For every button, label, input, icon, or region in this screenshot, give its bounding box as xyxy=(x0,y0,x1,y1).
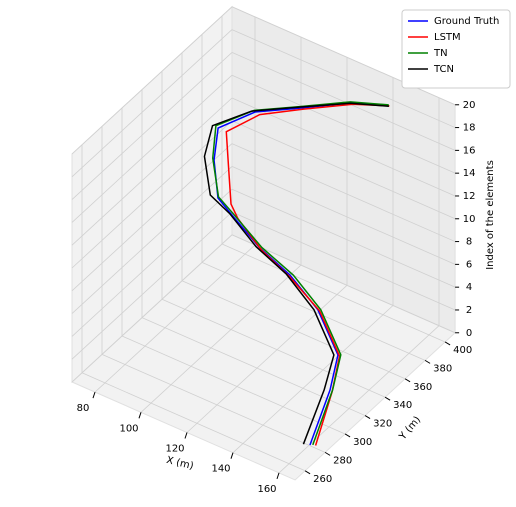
x-tick-label: 140 xyxy=(211,464,230,475)
grid-line xyxy=(231,166,456,265)
z-tick-label: 14 xyxy=(463,168,476,179)
grid-line xyxy=(71,188,233,337)
grid-line xyxy=(231,120,456,220)
grid-line xyxy=(232,305,394,453)
x-tick-label: 160 xyxy=(257,484,276,495)
tick-mark xyxy=(276,472,280,480)
legend: Ground Truth LSTM TN TCN xyxy=(401,9,511,89)
grid-line xyxy=(94,244,256,393)
grid-line xyxy=(231,74,456,174)
legend-label: TN xyxy=(433,48,448,59)
tick-mark xyxy=(444,341,451,346)
tick-mark xyxy=(364,415,371,419)
grid-line xyxy=(71,29,233,178)
grid-line xyxy=(141,317,366,416)
grid-line xyxy=(71,6,233,155)
grid-line xyxy=(221,243,446,343)
y-tick-label: 300 xyxy=(353,437,372,448)
z-tick-label: 18 xyxy=(463,123,476,134)
x-tick-label: 120 xyxy=(165,444,184,455)
y-tick-label: 340 xyxy=(393,400,412,411)
y-tick-label: 320 xyxy=(373,419,392,430)
grid-line xyxy=(181,280,406,380)
y-axis-label: Y (m) xyxy=(397,414,423,442)
tick-mark xyxy=(138,412,142,419)
z-tick-label: 4 xyxy=(466,282,472,293)
legend-label: Ground Truth xyxy=(434,16,499,27)
tick-mark xyxy=(344,433,351,438)
z-tick-label: 10 xyxy=(463,214,476,225)
y-tick-label: 360 xyxy=(413,382,432,393)
grid-line xyxy=(231,97,456,197)
legend-label: TCN xyxy=(433,64,454,75)
grid-line xyxy=(278,325,440,474)
y-tick-label: 280 xyxy=(333,455,352,466)
x-axis-label: X (m) xyxy=(165,455,195,472)
tick-mark xyxy=(384,396,391,401)
tick-mark xyxy=(184,432,188,439)
grid-line xyxy=(231,29,456,128)
series-line xyxy=(213,102,389,446)
y-tick-label: 260 xyxy=(313,474,332,485)
z-tick-label: 2 xyxy=(466,305,472,316)
z-axis-label: Index of the elements xyxy=(485,160,496,270)
tick-mark xyxy=(424,359,431,364)
tick-mark xyxy=(230,452,234,459)
grid-line xyxy=(201,262,426,361)
z-tick-label: 6 xyxy=(466,259,472,270)
z-tick-label: 0 xyxy=(466,328,472,339)
z-tick-label: 12 xyxy=(463,191,476,202)
grid-line xyxy=(231,188,456,288)
x-tick-label: 100 xyxy=(119,423,138,434)
grid-line xyxy=(140,264,302,413)
x-tick-label: 80 xyxy=(77,403,90,414)
series-line xyxy=(203,102,389,445)
grid-line xyxy=(71,234,233,383)
z-tick-label: 8 xyxy=(466,237,472,248)
legend-label: LSTM xyxy=(434,32,461,43)
tick-mark xyxy=(324,451,331,456)
grid-line xyxy=(231,211,456,311)
tick-mark xyxy=(304,470,311,475)
grid-line xyxy=(231,234,456,334)
grid-line xyxy=(231,52,456,151)
grid-line xyxy=(71,143,233,292)
grid-line xyxy=(81,372,306,472)
legend-box xyxy=(401,9,511,89)
grid-line xyxy=(71,52,233,200)
grid-line xyxy=(161,298,386,398)
y-tick-label: 380 xyxy=(433,363,452,374)
tick-mark xyxy=(92,391,96,399)
series-line xyxy=(225,103,390,446)
grid-line xyxy=(71,97,233,246)
grid-line xyxy=(231,143,456,242)
grid-line xyxy=(101,354,326,453)
y-tick-label: 400 xyxy=(453,345,472,356)
z-tick-label: 16 xyxy=(463,145,476,156)
grid-line xyxy=(71,211,233,360)
grid-line xyxy=(71,120,233,269)
grid-line xyxy=(71,74,233,223)
tick-mark xyxy=(404,378,411,383)
grid-line xyxy=(121,335,346,435)
z-tick-label: 20 xyxy=(463,100,476,111)
grid-line xyxy=(71,166,233,314)
